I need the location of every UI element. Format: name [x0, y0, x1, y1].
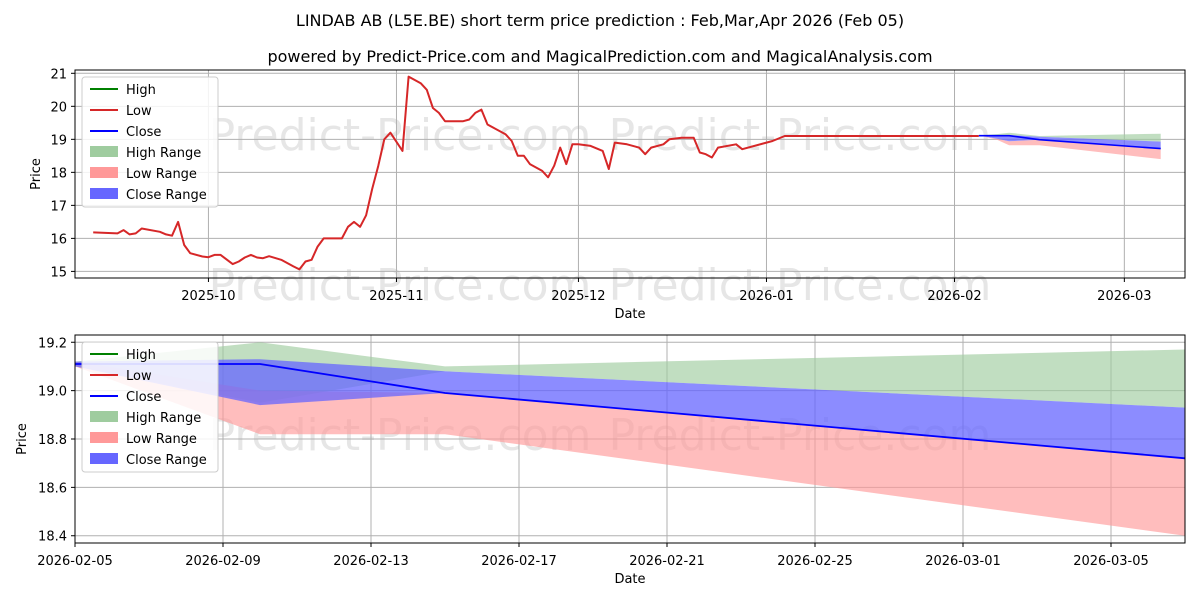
- y-tick-label: 18.8: [38, 433, 67, 448]
- x-tick-label: 2026-02-09: [185, 554, 261, 569]
- legend-swatch: [90, 188, 118, 199]
- x-tick-label: 2026-03-01: [925, 554, 1001, 569]
- legend-swatch: [90, 167, 118, 178]
- high-range-band: [978, 132, 1161, 142]
- x-tick-label: 2025-10: [181, 289, 235, 304]
- low-price-line: [93, 75, 979, 271]
- legend-label: Low Range: [126, 432, 197, 447]
- y-axis-label: Price: [15, 423, 30, 455]
- chart-title: LINDAB AB (L5E.BE) short term price pred…: [296, 11, 904, 30]
- plot-frame: [74, 69, 1186, 279]
- low-range-band: [978, 135, 1161, 160]
- forecast-panel: Predict-Price.comPredict-Price.com18.418…: [15, 334, 1186, 587]
- x-tick-label: 2026-02-05: [37, 554, 113, 569]
- watermark-text: Predict-Price.com: [209, 260, 592, 311]
- chart-subtitle: powered by Predict-Price.com and Magical…: [267, 47, 932, 66]
- legend-label: Low Range: [126, 167, 197, 182]
- y-tick-label: 19: [50, 133, 67, 148]
- y-tick-label: 19.0: [38, 385, 67, 400]
- y-tick-label: 18.4: [38, 530, 67, 545]
- x-tick-label: 2026-02-17: [481, 554, 557, 569]
- y-tick-label: 19.2: [38, 336, 67, 351]
- y-tick-label: 17: [50, 199, 67, 214]
- legend-swatch: [90, 411, 118, 422]
- legend-label: High Range: [126, 411, 201, 426]
- x-tick-label: 2026-02-21: [629, 554, 705, 569]
- y-axis-label: Price: [29, 158, 44, 190]
- close-forecast-line: [978, 134, 1161, 150]
- watermark-text: Predict-Price.com: [609, 260, 992, 311]
- legend: High Low Close High Range Low Range Close Ran…: [81, 76, 219, 208]
- x-tick-label: 2026-03-05: [1073, 554, 1149, 569]
- y-tick-label: 18: [50, 166, 67, 181]
- x-tick-label: 2026-02-13: [333, 554, 409, 569]
- legend-swatch: [90, 453, 118, 464]
- x-tick-label: 2025-11: [369, 289, 423, 304]
- y-tick-label: 20: [50, 100, 67, 115]
- legend-label: Low: [126, 369, 152, 384]
- legend-label: Close Range: [126, 453, 207, 468]
- x-axis-label: Date: [614, 307, 645, 322]
- legend-swatch: [90, 146, 118, 157]
- overview-panel: Predict-Price.com Predict-Price.com Predic…: [29, 67, 1186, 322]
- x-tick-label: 2025-12: [551, 289, 605, 304]
- x-tick-label: 2026-03: [1097, 289, 1151, 304]
- legend-label: High: [126, 83, 156, 98]
- x-tick-label: 2026-02: [927, 289, 981, 304]
- plot-frame: [74, 334, 1186, 544]
- legend-label: Close: [126, 125, 161, 140]
- y-tick-label: 15: [50, 265, 67, 280]
- legend-label: Close Range: [126, 188, 207, 203]
- low-range-band: [75, 361, 1185, 536]
- y-tick-label: 16: [50, 232, 67, 247]
- watermark-text: Predict-Price.com: [209, 110, 592, 161]
- x-axis-label: Date: [614, 572, 645, 587]
- y-tick-label: 18.6: [38, 481, 67, 496]
- high-range-band: [75, 342, 1185, 408]
- legend-label: High Range: [126, 146, 201, 161]
- legend-label: Low: [126, 104, 152, 119]
- legend-label: Close: [126, 390, 161, 405]
- legend-label: High: [126, 348, 156, 363]
- x-tick-label: 2026-02-25: [777, 554, 853, 569]
- y-tick-label: 21: [50, 67, 67, 82]
- x-tick-label: 2026-01: [739, 289, 793, 304]
- legend: High Low Close High Range Low Range Close Ran…: [81, 341, 219, 473]
- legend-swatch: [90, 432, 118, 443]
